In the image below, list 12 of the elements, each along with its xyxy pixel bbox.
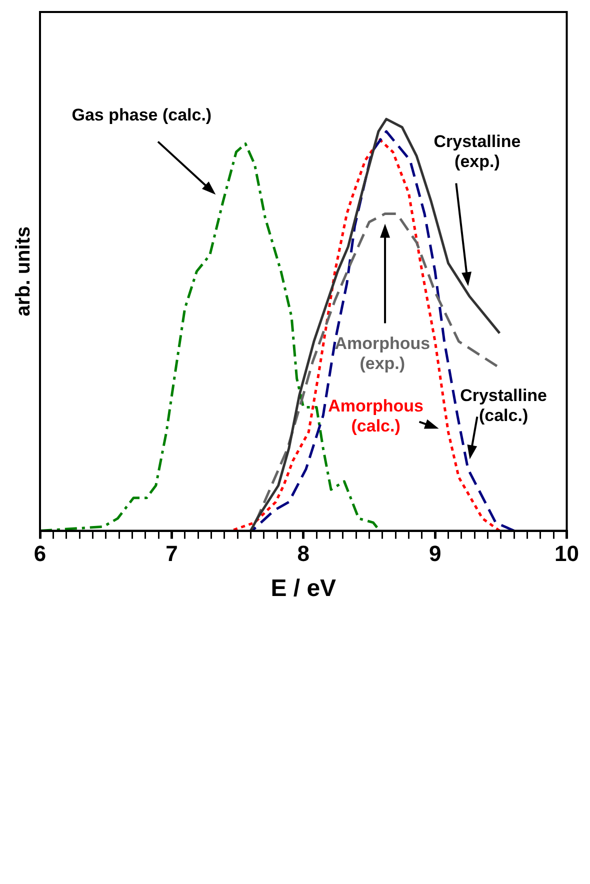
x-axis-title: E / eV xyxy=(270,575,336,602)
text: Gas phase (calc.) xyxy=(72,105,212,124)
series-label: Crystalline (calc.) xyxy=(460,386,548,425)
x-tick-label: 6 xyxy=(34,541,46,566)
x-tick-label: 10 xyxy=(554,541,580,566)
series-label: Amorphous (exp.) xyxy=(334,334,430,374)
x-tick-label: 7 xyxy=(166,541,178,566)
y-axis-title: arb. units xyxy=(12,226,35,316)
x-tick-label: 9 xyxy=(428,541,442,566)
x-tick-label: 8 xyxy=(297,541,310,566)
series-label: Crystalline (exp.) xyxy=(434,132,521,171)
series-label: Amorphous (calc.) xyxy=(328,396,424,436)
